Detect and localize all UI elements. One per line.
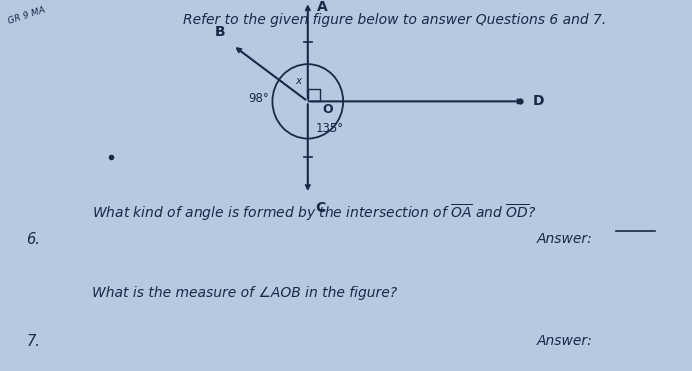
Text: 6.: 6.	[26, 233, 40, 247]
Text: Refer to the given figure below to answer Questions 6 and 7.: Refer to the given figure below to answe…	[183, 13, 607, 27]
Text: O: O	[322, 103, 333, 116]
Text: Answer:: Answer:	[537, 334, 593, 348]
Text: 7.: 7.	[26, 334, 40, 349]
Text: 98°: 98°	[248, 92, 269, 105]
Text: What kind of angle is formed by the intersection of $\overline{OA}$ and $\overli: What kind of angle is formed by the inte…	[91, 203, 536, 223]
Text: Answer:: Answer:	[537, 233, 593, 246]
Text: B: B	[215, 26, 225, 39]
Text: GR 9 MA: GR 9 MA	[6, 5, 46, 26]
Text: What is the measure of ∠AOB in the figure?: What is the measure of ∠AOB in the figur…	[91, 286, 397, 300]
Text: D: D	[533, 94, 545, 108]
Text: C: C	[316, 201, 326, 215]
Text: A: A	[317, 0, 328, 13]
Text: x: x	[295, 76, 301, 86]
Text: 135°: 135°	[316, 122, 344, 135]
